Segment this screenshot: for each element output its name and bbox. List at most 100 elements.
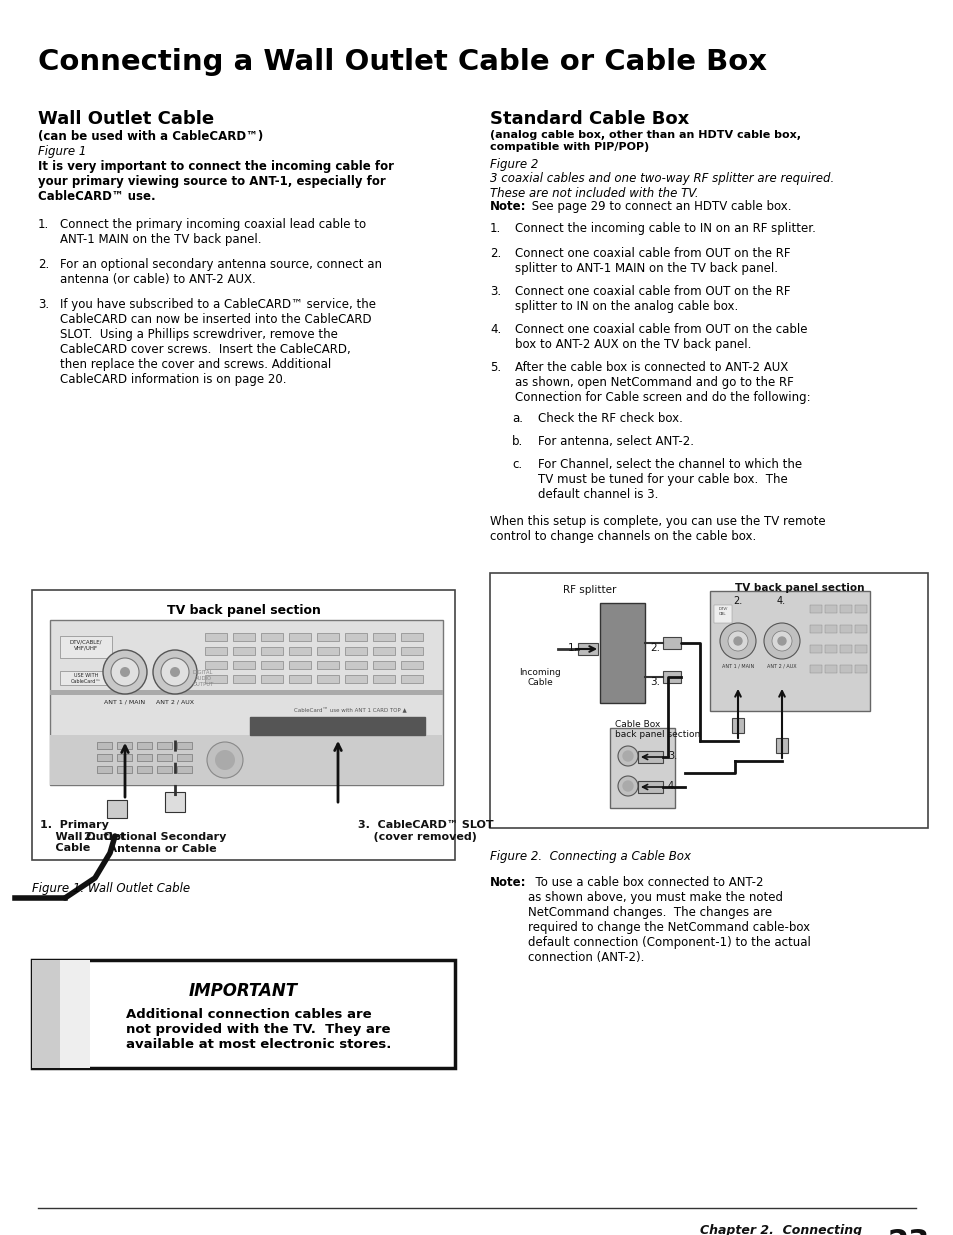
Text: When this setup is complete, you can use the TV remote
control to change channel: When this setup is complete, you can use… [490, 515, 824, 543]
Bar [50, 690, 442, 695]
Text: Connect the incoming cable to IN on an RF splitter.: Connect the incoming cable to IN on an R… [515, 222, 815, 235]
Bar [345, 661, 367, 669]
Bar [137, 755, 152, 761]
Circle shape [161, 658, 189, 685]
Bar [32, 590, 455, 860]
Bar [137, 742, 152, 748]
Text: After the cable box is connected to ANT-2 AUX
as shown, open NetCommand and go t: After the cable box is connected to ANT-… [515, 361, 810, 404]
Text: ANT 1 / MAIN: ANT 1 / MAIN [104, 700, 146, 705]
Bar [261, 634, 283, 641]
Text: Figure 2: Figure 2 [490, 158, 537, 170]
Bar [809, 605, 821, 613]
Bar [840, 605, 851, 613]
Bar [854, 664, 866, 673]
Text: CableCard™ use with ANT 1 CARD TOP ▲: CableCard™ use with ANT 1 CARD TOP ▲ [294, 708, 406, 714]
Bar [107, 800, 127, 818]
Bar [117, 755, 132, 761]
Text: b.: b. [512, 435, 522, 448]
Text: Connecting a Wall Outlet Cable or Cable Box: Connecting a Wall Outlet Cable or Cable … [38, 48, 766, 77]
Bar [854, 605, 866, 613]
Bar [638, 781, 662, 793]
Text: Figure 2.  Connecting a Cable Box: Figure 2. Connecting a Cable Box [490, 850, 690, 863]
Bar [609, 727, 675, 808]
Text: (analog cable box, other than an HDTV cable box,
compatible with PIP/POP): (analog cable box, other than an HDTV ca… [490, 130, 801, 152]
Text: 1.: 1. [38, 219, 50, 231]
Text: IMPORTANT: IMPORTANT [189, 982, 297, 1000]
Text: 3.: 3. [649, 677, 659, 687]
Bar [840, 645, 851, 653]
Text: Note:: Note: [490, 876, 526, 889]
Bar [233, 676, 254, 683]
Bar [373, 676, 395, 683]
Text: 3.: 3. [490, 285, 500, 298]
Text: RF splitter: RF splitter [562, 585, 616, 595]
Bar [261, 676, 283, 683]
Bar [713, 605, 731, 622]
Bar [490, 573, 927, 827]
Bar [261, 661, 283, 669]
Text: Connect one coaxial cable from OUT on the RF
splitter to IN on the analog cable : Connect one coaxial cable from OUT on th… [515, 285, 790, 312]
Text: See page 29 to connect an HDTV cable box.: See page 29 to connect an HDTV cable box… [527, 200, 791, 212]
Bar [233, 647, 254, 655]
Text: Note:: Note: [490, 200, 526, 212]
Bar [316, 647, 338, 655]
Circle shape [618, 776, 638, 797]
Bar [157, 755, 172, 761]
Circle shape [733, 637, 741, 645]
Text: Figure 1: Figure 1 [38, 144, 87, 158]
Bar [345, 676, 367, 683]
Bar [177, 766, 192, 773]
Bar [373, 647, 395, 655]
Bar [731, 718, 743, 734]
Bar [400, 661, 422, 669]
Text: ANT 2 / AUX: ANT 2 / AUX [766, 664, 796, 669]
Text: 5.: 5. [490, 361, 500, 374]
Text: Wall Outlet Cable: Wall Outlet Cable [38, 110, 213, 128]
Text: If you have subscribed to a CableCARD™ service, the
CableCARD can now be inserte: If you have subscribed to a CableCARD™ s… [60, 298, 375, 387]
Text: 2.: 2. [732, 597, 741, 606]
Text: 2.: 2. [490, 247, 500, 261]
Bar [809, 645, 821, 653]
Circle shape [622, 751, 633, 761]
Bar [157, 766, 172, 773]
Bar [854, 625, 866, 634]
Text: For an optional secondary antenna source, connect an
antenna (or cable) to ANT-2: For an optional secondary antenna source… [60, 258, 381, 287]
Bar [97, 742, 112, 748]
Bar [137, 766, 152, 773]
Text: 1.: 1. [490, 222, 500, 235]
Bar [117, 766, 132, 773]
Bar [205, 647, 227, 655]
Bar [316, 661, 338, 669]
Bar [233, 661, 254, 669]
Bar [177, 755, 192, 761]
Bar [289, 634, 311, 641]
Bar [400, 647, 422, 655]
Circle shape [618, 746, 638, 766]
Circle shape [111, 658, 139, 685]
Bar [289, 647, 311, 655]
Bar [60, 960, 90, 1068]
Bar [205, 661, 227, 669]
Bar [157, 742, 172, 748]
Text: DTV/CABLE/
VHF/UHF: DTV/CABLE/ VHF/UHF [70, 640, 102, 651]
Bar [32, 960, 60, 1068]
Circle shape [103, 650, 147, 694]
Text: 4.: 4. [667, 781, 677, 790]
Text: 3.: 3. [667, 751, 677, 761]
Text: TV back panel section: TV back panel section [167, 604, 320, 618]
Bar [775, 739, 787, 753]
Text: Standard Cable Box: Standard Cable Box [490, 110, 688, 128]
Text: 1.  Primary
    Wall Outlet
    Cable: 1. Primary Wall Outlet Cable [40, 820, 125, 853]
Circle shape [214, 750, 234, 769]
Text: 3.: 3. [38, 298, 49, 311]
Bar [60, 636, 112, 658]
Bar [824, 625, 836, 634]
Text: USE WITH
CableCard™: USE WITH CableCard™ [71, 673, 101, 684]
Text: It is very important to connect the incoming cable for
your primary viewing sour: It is very important to connect the inco… [38, 161, 394, 203]
Bar [50, 735, 442, 785]
Bar [289, 661, 311, 669]
Circle shape [170, 667, 180, 677]
Text: 3.  CableCARD™ SLOT
    (cover removed): 3. CableCARD™ SLOT (cover removed) [357, 820, 493, 841]
Bar [261, 647, 283, 655]
Text: Incoming
Cable: Incoming Cable [518, 668, 560, 688]
